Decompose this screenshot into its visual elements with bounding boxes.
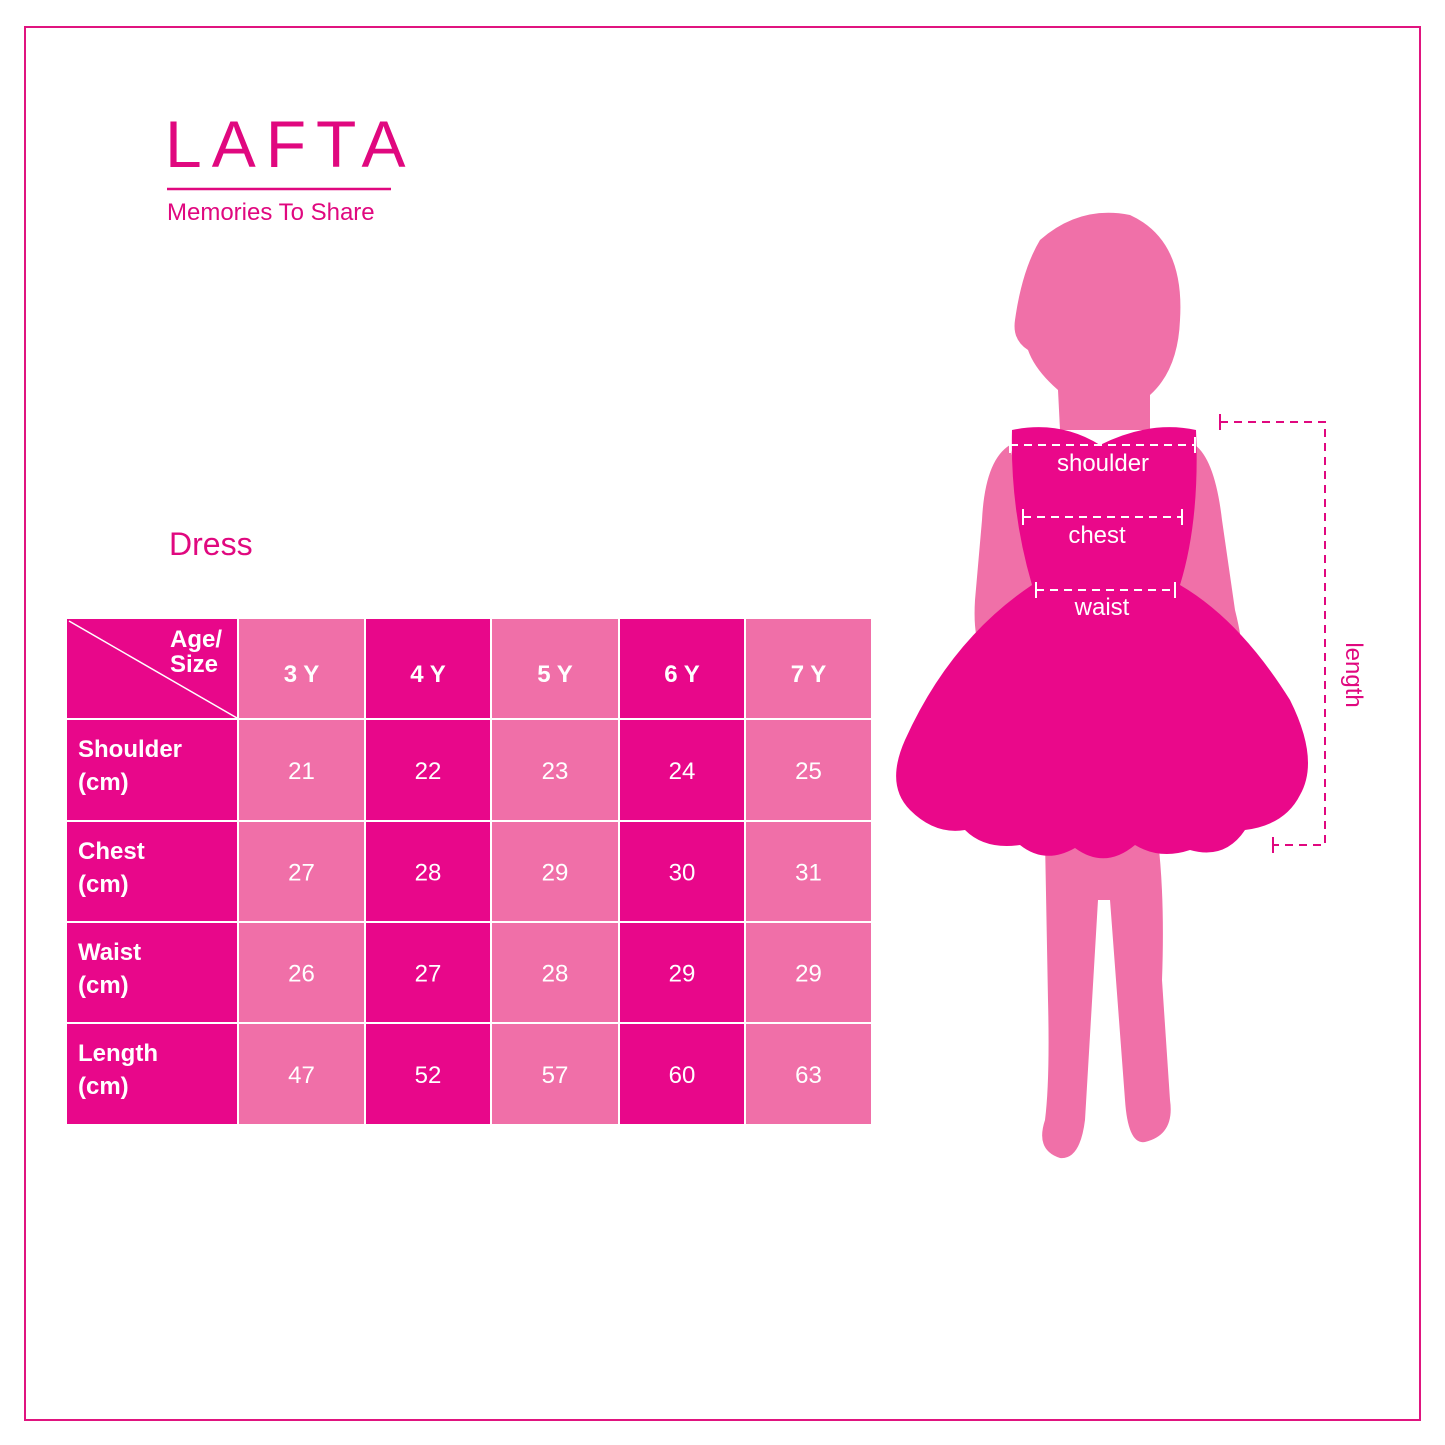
brand-name: LAFTA [165, 107, 415, 181]
value-cell [746, 923, 871, 1022]
value-cell [620, 923, 744, 1022]
row-label: Length [78, 1040, 158, 1067]
header-cell [492, 619, 618, 718]
header-cell [620, 619, 744, 718]
value-cell [366, 1024, 490, 1124]
value-cell [746, 720, 871, 820]
row-label: Shoulder [78, 736, 182, 763]
cell-value: 21 [288, 758, 315, 785]
value-cell [746, 1024, 871, 1124]
value-cell [239, 822, 364, 921]
cell-value: 63 [795, 1062, 822, 1089]
column-header: 3 Y [284, 661, 320, 688]
value-cell [492, 1024, 618, 1124]
cell-value: 52 [415, 1062, 442, 1089]
cell-value: 47 [288, 1062, 315, 1089]
cell-value: 27 [415, 961, 442, 988]
label-waist: waist [1074, 594, 1130, 621]
row-label-cell [67, 822, 237, 921]
cell-value: 23 [542, 758, 569, 785]
value-cell [746, 822, 871, 921]
value-cell [239, 720, 364, 820]
section-title: Dress [169, 526, 253, 562]
value-cell [620, 822, 744, 921]
header-cell [239, 619, 364, 718]
row-label: Waist [78, 939, 141, 966]
value-cell [620, 720, 744, 820]
value-cell [366, 720, 490, 820]
label-chest: chest [1068, 522, 1126, 549]
row-label-cell [67, 1024, 237, 1124]
dress [896, 427, 1308, 859]
row-label: (cm) [78, 972, 129, 999]
value-cell [239, 1024, 364, 1124]
measure-lines [1009, 437, 1196, 598]
column-header: 6 Y [664, 661, 700, 688]
row-label: (cm) [78, 871, 129, 898]
cell-value: 30 [669, 860, 696, 887]
header-cell [746, 619, 871, 718]
label-shoulder: shoulder [1057, 450, 1149, 477]
corner-diagonal [68, 620, 238, 719]
size-table: Age/Size 3 Y 4 Y 5 Y 6 Y 7 Y Shoulder (cm) 21 22 2… [67, 619, 871, 1124]
value-cell [239, 923, 364, 1022]
value-cell [492, 822, 618, 921]
cell-value: 25 [795, 758, 822, 785]
value-cell [492, 923, 618, 1022]
column-header: 5 Y [537, 661, 573, 688]
frame [24, 26, 1421, 1421]
corner-top: Age/ [170, 626, 222, 653]
cell-value: 29 [542, 860, 569, 887]
cell-value: 60 [669, 1062, 696, 1089]
cell-value: 26 [288, 961, 315, 988]
brand-tagline: Memories To Share [167, 199, 375, 226]
corner-bottom: Size [170, 651, 218, 678]
cell-value: 28 [415, 860, 442, 887]
cell-value: 29 [795, 961, 822, 988]
value-cell [620, 1024, 744, 1124]
header-cell [366, 619, 490, 718]
row-label-cell [67, 923, 237, 1022]
cell-value: 27 [288, 860, 315, 887]
value-cell [366, 923, 490, 1022]
value-cell [366, 822, 490, 921]
cell-value: 57 [542, 1062, 569, 1089]
cell-value: 31 [795, 860, 822, 887]
row-label-cell [67, 720, 237, 820]
cell-value: 28 [542, 961, 569, 988]
length-line [1219, 414, 1326, 853]
value-cell [492, 720, 618, 820]
cell-value: 29 [669, 961, 696, 988]
label-length: length [1340, 642, 1367, 707]
column-header: 7 Y [791, 661, 827, 688]
row-label: (cm) [78, 1073, 129, 1100]
child-figure: shoulder chest waist length [896, 212, 1367, 1159]
row-label: Chest [78, 838, 145, 865]
cell-value: 22 [415, 758, 442, 785]
row-label: (cm) [78, 769, 129, 796]
column-header: 4 Y [410, 661, 446, 688]
cell-value: 24 [669, 758, 696, 785]
